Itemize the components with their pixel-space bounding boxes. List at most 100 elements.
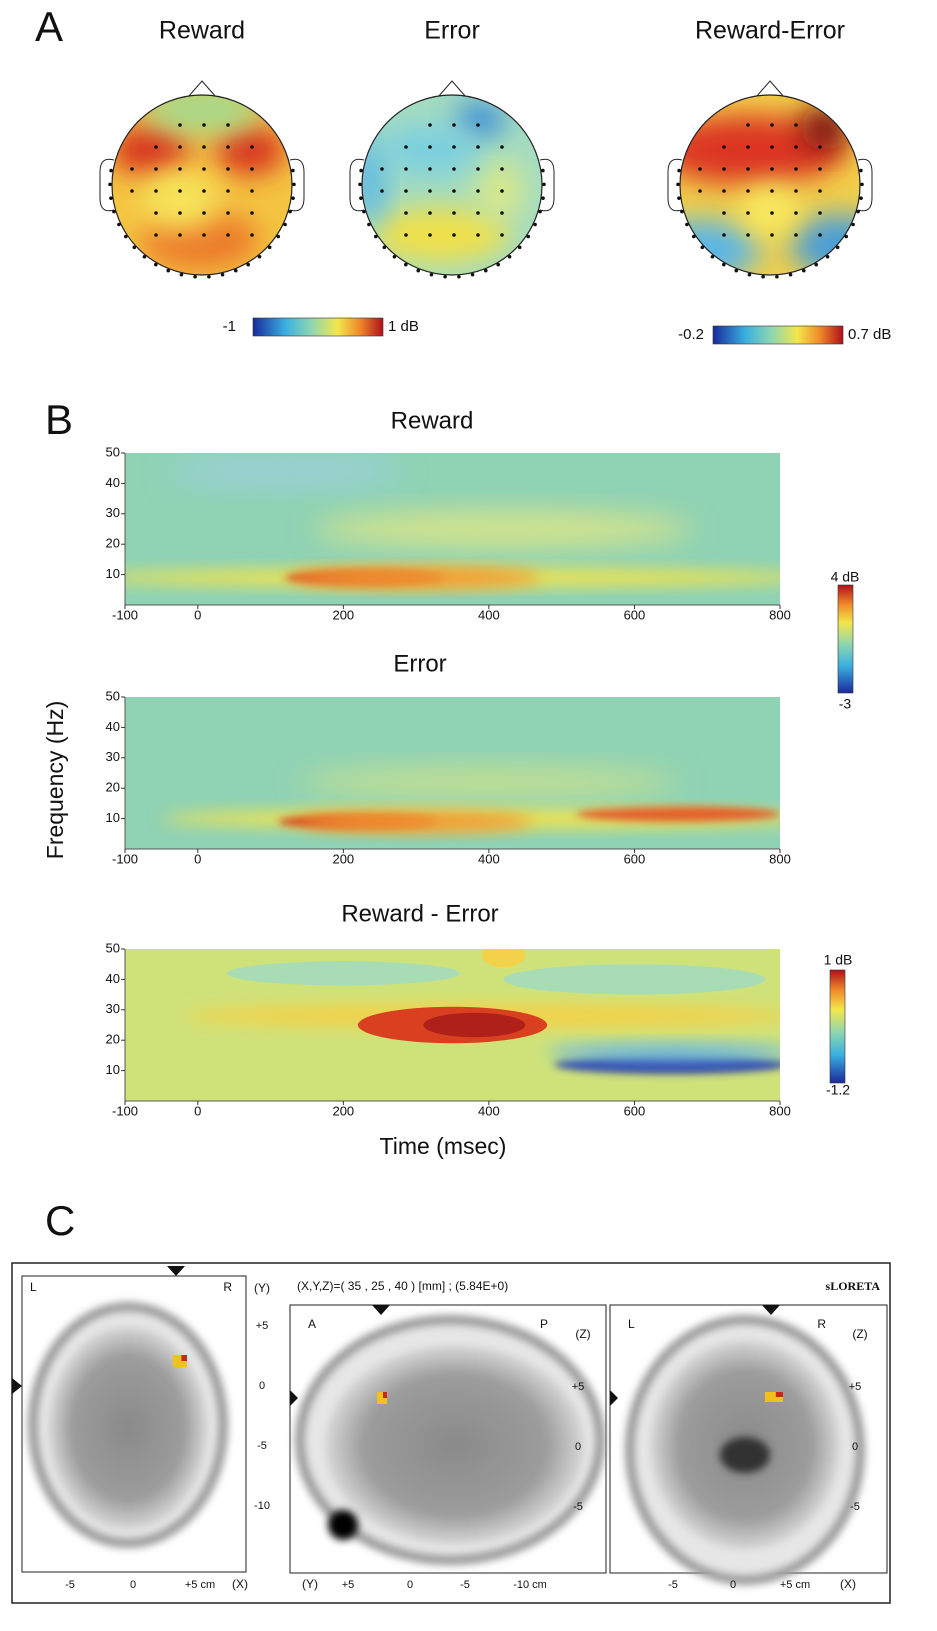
activation <box>383 1392 387 1398</box>
electrode <box>178 233 182 237</box>
axis-label: (X) <box>232 1577 248 1591</box>
electrode <box>496 262 500 267</box>
electrode <box>761 274 765 279</box>
y-tick-label: 20 <box>106 536 120 551</box>
electrode <box>250 145 254 149</box>
electrode <box>404 233 408 237</box>
y-tick-label: 40 <box>106 719 120 734</box>
electrode <box>359 168 363 173</box>
electrode <box>429 272 434 277</box>
electrode <box>179 272 184 277</box>
electrode <box>154 189 158 193</box>
electrode <box>154 145 158 149</box>
electrode <box>859 168 863 173</box>
electrode <box>117 222 121 227</box>
electrode <box>860 182 864 187</box>
electrode <box>362 209 366 214</box>
electrode <box>698 167 702 171</box>
electrode <box>276 234 281 239</box>
electrode <box>373 234 378 239</box>
electrode <box>746 167 750 171</box>
colorbar-min: -1 <box>223 318 236 335</box>
electrode <box>452 211 456 215</box>
plot-title: Reward - Error <box>341 900 498 927</box>
map-title: Reward-Error <box>695 17 845 45</box>
electrode <box>476 233 480 237</box>
electrode <box>380 167 384 171</box>
electrode <box>500 233 504 237</box>
scale-tick: -5 <box>850 1501 860 1513</box>
electrode <box>130 167 134 171</box>
electrode <box>677 196 681 200</box>
x-tick-label: 600 <box>624 607 646 622</box>
electrode <box>178 123 182 127</box>
electrode <box>220 272 225 277</box>
corner-label: R <box>223 1280 232 1294</box>
spectrogram-blob <box>547 1043 780 1062</box>
electrode <box>226 167 230 171</box>
scale-tick: +5 <box>572 1381 585 1393</box>
colorbar-max: 1 dB <box>824 952 853 968</box>
axis-label: (Z) <box>852 1327 867 1341</box>
x-tick-label: 400 <box>478 1103 500 1118</box>
electrode <box>226 211 230 215</box>
x-tick-label: 600 <box>624 851 646 866</box>
x-tick-label: 0 <box>194 851 201 866</box>
electrode <box>123 234 128 239</box>
electrode <box>770 123 774 127</box>
x-tick-label: -100 <box>112 851 138 866</box>
ventricle <box>720 1437 770 1473</box>
axis-label: (X) <box>840 1577 856 1591</box>
electrode <box>178 145 182 149</box>
electrode <box>452 189 456 193</box>
electrode <box>452 167 456 171</box>
y-tick-label: 50 <box>106 444 120 459</box>
panel-label: B <box>45 396 73 443</box>
electrode <box>193 274 197 279</box>
colorbar <box>712 325 844 345</box>
scale-tick: +5 <box>342 1579 355 1591</box>
electrode <box>507 254 512 259</box>
corner-label: R <box>817 1317 826 1331</box>
y-tick-label: 30 <box>106 749 120 764</box>
x-tick-label: 800 <box>769 1103 791 1118</box>
colorbar-min: -0.2 <box>678 326 704 343</box>
electrode <box>859 196 863 200</box>
scale-tick: -5 <box>668 1579 678 1591</box>
y-axis-label: Frequency (Hz) <box>42 701 68 859</box>
electrode <box>500 211 504 215</box>
x-tick-label: 800 <box>769 851 791 866</box>
electrode <box>154 211 158 215</box>
topomap-blob <box>112 125 190 175</box>
electrode <box>428 189 432 193</box>
head-outline <box>679 94 861 276</box>
electrode <box>358 182 362 187</box>
electrode <box>202 167 206 171</box>
plot-title: Error <box>393 650 446 677</box>
electrode <box>677 168 681 173</box>
scale-tick: 0 <box>130 1579 136 1591</box>
colorbar-min: -3 <box>839 696 852 712</box>
coordinates: (X,Y,Z)=( 35 , 25 , 40 ) [mm] ; (5.84E+0… <box>297 1279 508 1293</box>
electrode <box>500 167 504 171</box>
panel-label: C <box>45 1197 75 1244</box>
electrode <box>734 268 739 273</box>
electrode <box>746 211 750 215</box>
spectrogram-blob <box>299 766 679 798</box>
panel-c-frame <box>11 1262 891 1604</box>
electrode <box>428 145 432 149</box>
x-tick-label: 400 <box>478 607 500 622</box>
topomap-blob <box>370 207 510 263</box>
electrode <box>154 167 158 171</box>
colorbar <box>252 317 384 337</box>
electrode <box>747 272 752 277</box>
y-tick-label: 50 <box>106 940 120 955</box>
spectrogram-blob <box>481 949 526 968</box>
electrode <box>457 274 461 279</box>
electrode <box>541 168 545 173</box>
electrode <box>452 123 456 127</box>
electrode <box>794 211 798 215</box>
y-tick-label: 50 <box>106 688 120 703</box>
colorbar-max: 1 dB <box>388 318 419 335</box>
electrode <box>722 233 726 237</box>
